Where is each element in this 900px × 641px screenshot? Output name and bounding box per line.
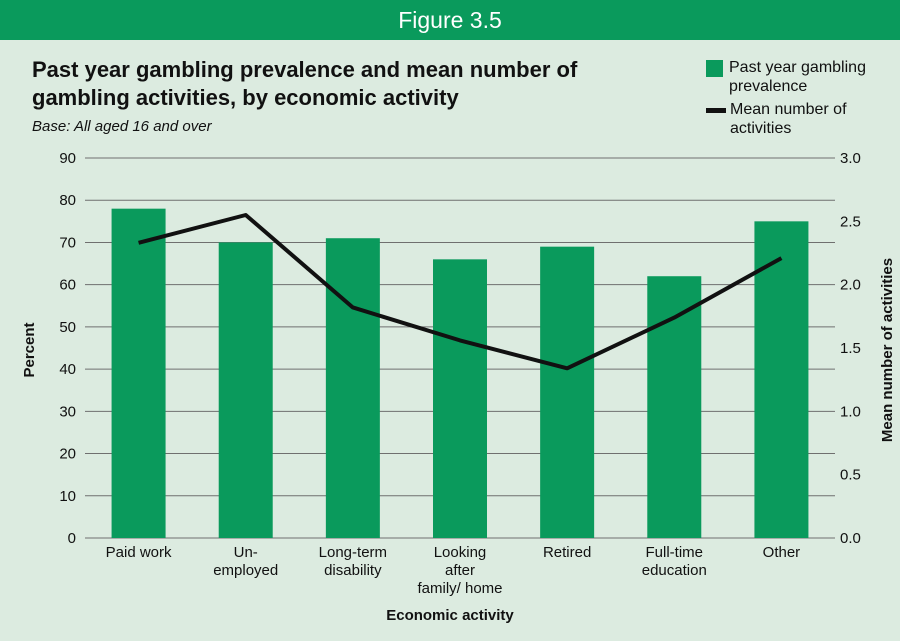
y-tick-label: 90 (59, 150, 76, 167)
x-tick-label: Retired (543, 544, 591, 561)
bar (754, 221, 809, 539)
y2-tick-label: 2.5 (840, 213, 861, 230)
x-tick-label: Full-time education (642, 544, 707, 579)
y-tick-label: 40 (59, 361, 76, 378)
x-tick-label: Looking after family/ home (417, 544, 502, 597)
figure-label: Figure 3.5 (0, 0, 900, 40)
y2-tick-label: 3.0 (840, 150, 861, 167)
y2-tick-label: 1.5 (840, 340, 861, 357)
bar (325, 238, 380, 538)
legend: Past year gambling prevalence Mean numbe… (706, 58, 896, 142)
y2-tick-label: 0.5 (840, 467, 861, 484)
bar-series (111, 208, 809, 539)
x-tick-label: Long-term disability (319, 544, 387, 579)
chart-subtitle: Base: All aged 16 and over (32, 118, 212, 135)
x-axis-ticks: Paid work Un-employed Long-term disability L… (106, 544, 801, 597)
x-tick-label: Other (763, 544, 801, 561)
y-tick-label: 50 (59, 319, 76, 336)
bar (647, 276, 702, 538)
legend-item-line: Mean number of activities (706, 100, 896, 138)
legend-swatch-line (706, 108, 726, 113)
y-tick-label: 30 (59, 403, 76, 420)
y2-axis-ticks: 0.0 0.5 1.0 1.5 2.0 2.5 3.0 (840, 150, 861, 547)
line-series (138, 213, 783, 371)
legend-swatch-bar (706, 60, 723, 77)
y-tick-label: 0 (68, 530, 76, 547)
y-tick-label: 70 (59, 234, 76, 251)
y2-tick-label: 1.0 (840, 403, 861, 420)
bar (111, 208, 166, 538)
y-tick-label: 80 (59, 192, 76, 209)
legend-item-bars: Past year gambling prevalence (706, 58, 896, 96)
legend-label-bars: Past year gambling prevalence (729, 59, 866, 95)
y-axis-label: Percent (21, 322, 38, 377)
y2-tick-label: 2.0 (840, 277, 861, 294)
y2-axis-label: Mean number of activities (879, 258, 896, 442)
bar (433, 259, 487, 538)
y-axis-ticks: 0 10 20 30 40 50 60 70 80 90 (59, 150, 76, 547)
y-tick-label: 20 (59, 446, 76, 463)
bar (218, 242, 273, 538)
x-tick-label: Paid work (106, 544, 172, 561)
bar (540, 246, 595, 538)
legend-label-line: Mean number of activities (730, 101, 847, 137)
x-tick-label: Un-employed (213, 544, 278, 579)
chart-title: Past year gambling prevalence and mean n… (32, 57, 578, 110)
y2-tick-label: 0.0 (840, 530, 861, 547)
x-axis-label: Economic activity (386, 607, 514, 624)
y-tick-label: 60 (59, 277, 76, 294)
y-tick-label: 10 (59, 488, 76, 505)
